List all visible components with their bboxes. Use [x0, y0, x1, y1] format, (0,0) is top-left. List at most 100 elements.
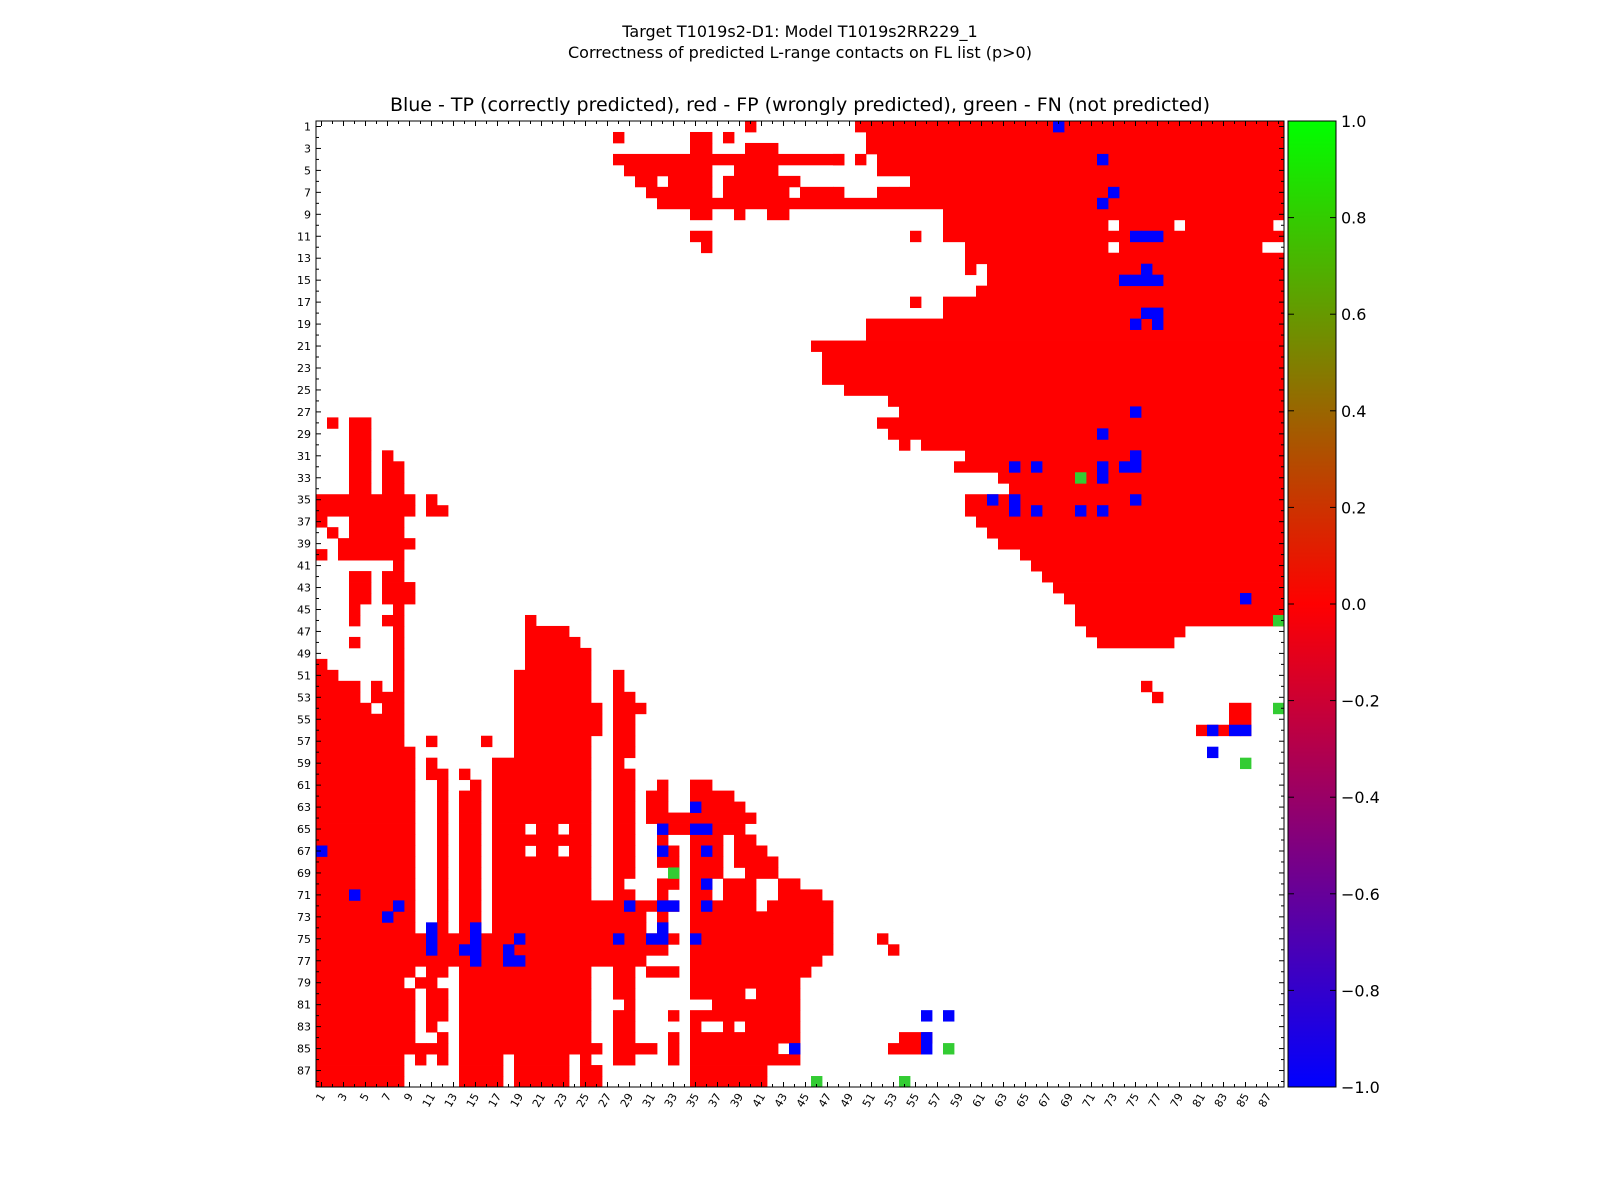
tp-cell	[690, 801, 702, 813]
fp-run	[943, 296, 1285, 309]
fp-run	[316, 702, 372, 715]
fp-run	[437, 889, 449, 901]
fp-run	[613, 966, 636, 978]
fp-run	[514, 702, 581, 715]
fp-run	[338, 538, 416, 550]
fp-run	[569, 845, 592, 857]
fp-run	[316, 735, 405, 748]
fp-run	[349, 516, 405, 528]
fp-run	[525, 636, 581, 649]
fp-run	[459, 856, 482, 868]
fp-run	[316, 746, 416, 759]
tp-cell	[1141, 274, 1153, 287]
fp-run	[426, 955, 504, 967]
fp-run	[668, 1010, 680, 1022]
fp-run	[965, 252, 1109, 265]
x-tick-label: 15	[464, 1091, 482, 1110]
tp-cell	[701, 845, 713, 857]
y-tick-label: 81	[297, 999, 311, 1012]
fp-run	[426, 505, 449, 517]
fp-run	[393, 669, 405, 682]
fp-run	[393, 658, 405, 671]
colorbar-tick-label: 0.4	[1341, 402, 1366, 421]
fp-run	[723, 878, 757, 890]
fp-run	[976, 285, 1285, 298]
fp-run	[1229, 702, 1252, 715]
fp-run	[437, 911, 449, 923]
fp-run	[646, 186, 713, 199]
tp-cell	[701, 878, 713, 890]
x-tick-label: 83	[1212, 1091, 1230, 1110]
fp-run	[745, 121, 757, 133]
x-tick-label: 23	[552, 1091, 570, 1110]
fp-run	[316, 845, 416, 857]
fp-run	[437, 790, 449, 802]
x-tick-label: 55	[904, 1091, 922, 1110]
fp-run	[1086, 625, 1186, 638]
plot-frame	[315, 120, 1285, 1088]
x-tick-label: 35	[684, 1091, 702, 1110]
fp-run	[316, 834, 416, 846]
tp-cell	[1119, 274, 1131, 287]
fp-run	[316, 669, 339, 682]
tp-cell	[470, 944, 482, 956]
fp-run	[437, 856, 449, 868]
fp-run	[492, 823, 526, 835]
fp-run	[316, 1032, 416, 1044]
tp-cell	[646, 933, 658, 945]
fp-run	[492, 900, 592, 912]
tp-cell	[426, 944, 438, 956]
colorbar-tick-label: 0.8	[1341, 209, 1366, 228]
y-tick-label: 29	[297, 428, 311, 441]
fp-run	[866, 131, 1285, 144]
fp-run	[888, 1043, 922, 1055]
fp-run	[437, 779, 449, 792]
fp-run	[316, 801, 416, 813]
colorbar-tick-label: −0.2	[1341, 692, 1380, 711]
y-tick-label: 47	[297, 625, 311, 638]
fp-run	[833, 186, 845, 199]
tp-cell	[1009, 505, 1021, 517]
fp-run	[734, 856, 779, 868]
x-tick-label: 51	[860, 1091, 878, 1110]
fp-run	[382, 702, 405, 715]
fp-run	[613, 153, 779, 166]
x-tick-label: 87	[1256, 1091, 1274, 1110]
fp-run	[459, 768, 471, 781]
fp-run	[855, 121, 1285, 133]
fn-cell	[668, 867, 680, 879]
fp-run	[899, 439, 911, 451]
fp-run	[349, 614, 361, 627]
fp-run	[855, 153, 867, 166]
x-tick-label: 43	[772, 1091, 790, 1110]
fp-run	[690, 900, 757, 912]
fp-run	[492, 856, 592, 868]
tp-cell	[921, 1010, 933, 1022]
x-tick-label: 39	[728, 1091, 746, 1110]
fp-run	[580, 1076, 603, 1088]
tp-cell	[1240, 724, 1252, 737]
fp-run	[866, 318, 1021, 330]
fp-run	[470, 779, 482, 792]
fp-run	[514, 746, 592, 759]
fp-run	[591, 922, 647, 934]
fp-run	[1196, 724, 1252, 737]
y-tick-label: 45	[297, 603, 311, 616]
fp-run	[690, 911, 757, 923]
tp-cell	[1009, 461, 1021, 473]
y-tick-label: 43	[297, 582, 311, 595]
fp-run	[613, 669, 625, 682]
fp-run	[833, 153, 845, 166]
y-tick-label: 77	[297, 955, 311, 968]
fp-run	[613, 702, 647, 715]
fp-run	[613, 1043, 658, 1055]
fp-run	[987, 527, 1285, 539]
fp-run	[316, 878, 416, 890]
fp-run	[756, 186, 790, 199]
tp-cell	[1097, 472, 1109, 484]
tp-cell	[657, 823, 669, 835]
tp-cell	[921, 1043, 933, 1055]
fp-run	[1240, 241, 1263, 254]
fp-run	[569, 823, 592, 835]
